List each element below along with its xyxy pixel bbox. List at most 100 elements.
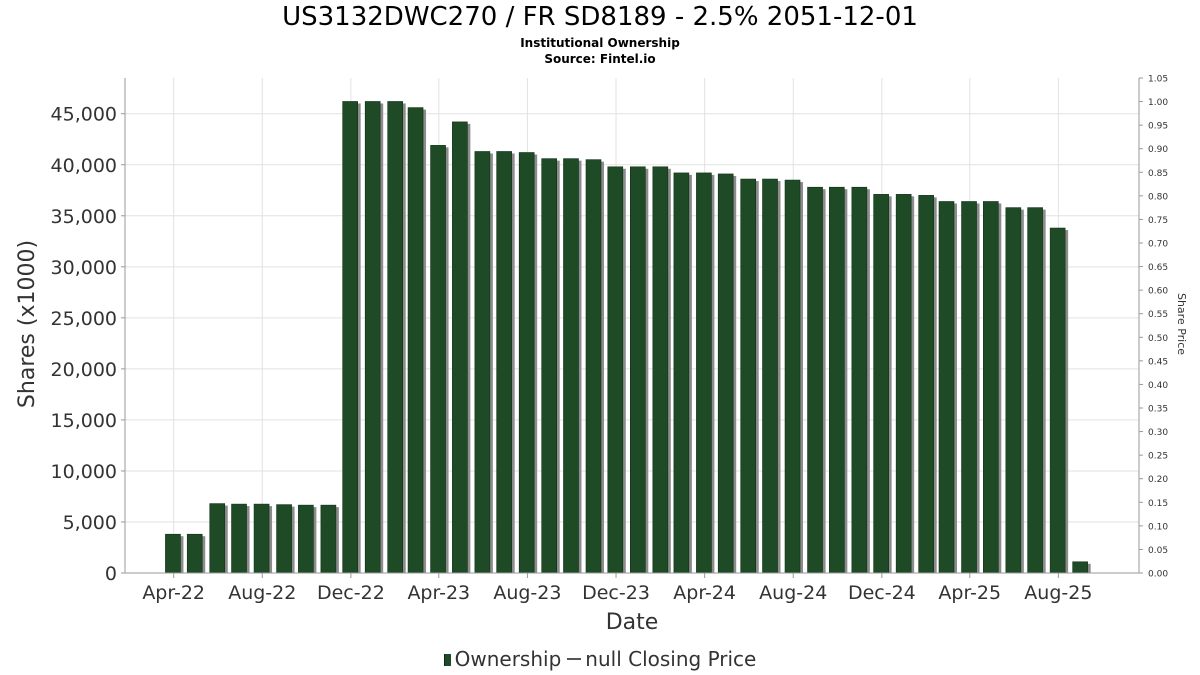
bar	[873, 194, 889, 574]
y-tick-label: 10,000	[51, 461, 117, 483]
bar	[673, 172, 690, 574]
bar	[474, 151, 491, 574]
bar	[276, 504, 292, 574]
y-tick-label: 15,000	[51, 410, 117, 432]
bar	[585, 159, 602, 574]
bar	[851, 186, 868, 574]
y2-tick-label: 0.10	[1148, 522, 1168, 532]
x-tick-label: Dec-23	[582, 582, 650, 604]
y2-tick-label: 0.40	[1148, 381, 1168, 391]
bar	[563, 158, 579, 574]
x-axis-label: Date	[606, 610, 659, 635]
y2-tick-label: 1.05	[1148, 75, 1168, 85]
y2-tick-label: 0.90	[1148, 145, 1168, 155]
x-tick-label: Apr-24	[673, 582, 736, 604]
bar	[496, 151, 512, 574]
bar	[364, 101, 381, 574]
bar	[387, 101, 404, 574]
chart-subtitle: Institutional Ownership	[520, 36, 680, 50]
bar	[829, 186, 845, 574]
bar	[762, 178, 778, 574]
x-tick-label: Apr-23	[407, 582, 470, 604]
ownership-swatch-icon	[443, 654, 451, 666]
bar	[961, 201, 977, 574]
chart-source: Source: Fintel.io	[544, 52, 656, 66]
legend-ownership: Ownership	[454, 647, 562, 671]
bar	[298, 504, 314, 574]
bar	[165, 533, 181, 574]
bar	[320, 504, 337, 574]
bar	[342, 101, 358, 574]
bar	[186, 533, 203, 574]
bar	[541, 158, 557, 574]
bar	[1049, 227, 1066, 574]
y2-tick-label: 0.50	[1148, 334, 1168, 344]
y-tick-label: 20,000	[51, 359, 117, 381]
y2-tick-label: 0.60	[1148, 287, 1168, 297]
x-tick-label: Aug-24	[759, 582, 827, 604]
y2-tick-label: 0.75	[1148, 216, 1168, 226]
y2-tick-label: 0.30	[1148, 428, 1168, 438]
y2-tick-label: 0.15	[1148, 499, 1168, 509]
bar	[607, 166, 624, 574]
legend-price: null Closing Price	[585, 647, 757, 671]
x-tick-label: Apr-22	[142, 582, 205, 604]
y2-tick-label: 0.95	[1148, 122, 1168, 132]
y2-tick-label: 0.05	[1148, 546, 1168, 556]
y2-tick-label: 0.65	[1148, 263, 1168, 273]
bar	[807, 186, 823, 574]
y-tick-label: 0	[105, 563, 117, 585]
x-tick-label: Apr-25	[938, 582, 1001, 604]
y2-tick-label: 0.70	[1148, 240, 1168, 250]
bar	[895, 194, 912, 574]
bar	[452, 121, 468, 574]
bar	[407, 107, 424, 574]
x-tick-label: Aug-23	[493, 582, 561, 604]
bar	[696, 172, 712, 574]
y-tick-label: 5,000	[63, 512, 117, 534]
x-tick-label: Dec-24	[848, 582, 916, 604]
price-line-icon	[567, 658, 582, 660]
bars	[165, 101, 1091, 574]
bar	[253, 503, 270, 574]
chart-title: US3132DWC270 / FR SD8189 - 2.5% 2051-12-…	[282, 2, 918, 32]
y2-tick-label: 0.80	[1148, 192, 1168, 202]
y2-tick-label: 0.85	[1148, 169, 1168, 179]
bar	[938, 201, 955, 574]
y2-tick-label: 0.35	[1148, 405, 1168, 415]
bar	[209, 503, 226, 574]
y2-tick-label: 0.45	[1148, 357, 1168, 367]
bar	[1005, 207, 1022, 574]
bar	[430, 145, 446, 574]
y-tick-label: 35,000	[51, 206, 117, 228]
x-axis: Apr-22 Aug-22 Dec-22 Apr-23 Aug-23 Dec-23 Apr-…	[142, 573, 1092, 604]
y-axis-label: Shares (x1000)	[15, 240, 40, 408]
bar	[1072, 561, 1088, 574]
y2-tick-label: 0.55	[1148, 310, 1168, 320]
bar	[784, 179, 801, 574]
y-tick-label: 40,000	[51, 155, 117, 177]
y2-axis-label: Share Price	[1175, 293, 1188, 355]
y-axis-right: 0.00 0.05 0.10 0.15 0.20 0.25 0.30 0.35 0.40 0.45…	[1139, 75, 1168, 580]
x-tick-label: Aug-22	[228, 582, 296, 604]
bar	[1027, 207, 1043, 574]
y2-tick-label: 1.00	[1148, 98, 1168, 108]
y-tick-label: 25,000	[51, 308, 117, 330]
x-tick-label: Aug-25	[1024, 582, 1092, 604]
y2-tick-label: 0.20	[1148, 475, 1168, 485]
bar	[652, 166, 669, 574]
y2-tick-label: 0.25	[1148, 452, 1168, 462]
y-tick-label: 30,000	[51, 257, 117, 279]
bar	[918, 195, 934, 574]
y-axis-left: 0 5,000 10,000 15,000 20,000 25,000 30,000 35,0…	[51, 104, 125, 585]
bar	[231, 503, 247, 574]
x-tick-label: Dec-22	[317, 582, 385, 604]
bar	[740, 178, 757, 574]
bar	[983, 201, 999, 574]
bar	[717, 173, 734, 574]
bar	[518, 152, 535, 574]
y-tick-label: 45,000	[51, 104, 117, 126]
bar	[630, 166, 646, 574]
legend: Ownership null Closing Price	[0, 647, 1200, 671]
